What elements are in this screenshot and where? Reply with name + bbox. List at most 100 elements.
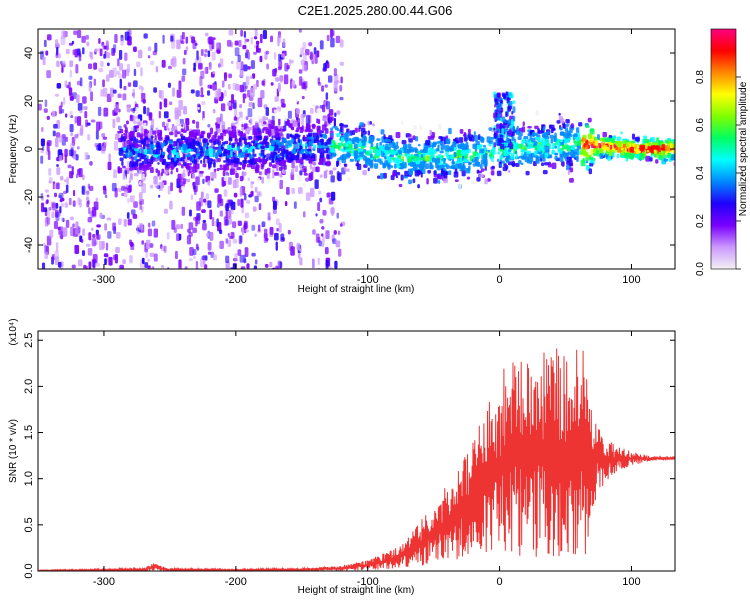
heatmap-cell [563,134,568,138]
heatmap-cell [319,40,324,50]
heatmap-cell [241,163,246,168]
heatmap-cell [608,155,612,160]
heatmap-cell [217,128,221,134]
heatmap-cell [420,153,424,158]
heatmap-cell [333,117,337,127]
heatmap-cell [180,146,184,153]
heatmap-cell [177,162,182,166]
heatmap-cell [182,68,187,76]
heatmap-cell [106,217,112,221]
heatmap-cell [445,171,449,176]
heatmap-cell [99,121,103,130]
heatmap-cell [280,53,286,58]
x-tick-label: 100 [622,576,640,588]
heatmap-cell [209,127,214,135]
heatmap-cell [498,110,502,114]
heatmap-cell [58,105,62,115]
heatmap-cell [202,163,207,168]
heatmap-cell [249,87,255,98]
heatmap-cell [268,144,274,152]
heatmap-cell [288,241,293,251]
heatmap-cell [160,246,166,251]
heatmap-cell [207,50,211,58]
heatmap-cell [454,179,459,183]
heatmap-cell [165,123,169,130]
heatmap-cell [330,29,333,39]
heatmap-cell [513,142,518,146]
heatmap-cell [106,62,110,67]
heatmap-cell [358,138,362,142]
heatmap-cell [333,74,339,84]
heatmap-cell [345,168,350,172]
heatmap-cell [208,151,214,158]
heatmap-cell [195,121,200,129]
heatmap-cell [124,129,128,133]
heatmap-cell [170,35,174,42]
heatmap-cell [99,212,103,219]
heatmap-cell [120,136,123,142]
heatmap-cell [165,161,168,168]
heatmap-cell [46,115,50,121]
heatmap-cell [488,127,493,131]
heatmap-cell [57,53,61,59]
heatmap-cell [562,164,565,168]
heatmap-cell [157,162,160,165]
heatmap-cell [147,55,151,59]
colorbar-tick-label: 0.6 [695,118,706,132]
heatmap-cell [271,135,274,139]
heatmap-cell [227,232,230,237]
heatmap-cell [322,118,328,121]
heatmap-cell [56,82,62,89]
heatmap-cell [147,265,151,269]
heatmap-cell [528,146,532,149]
heatmap-cell [163,111,169,119]
heatmap-cell [192,227,197,233]
heatmap-cell [147,46,152,52]
heatmap-cell [265,107,269,116]
heatmap-cell [150,167,154,174]
heatmap-cell [566,146,571,152]
heatmap-cell [125,155,130,159]
heatmap-cell [214,131,218,136]
heatmap-cell [505,91,508,96]
heatmap-cell [77,29,82,39]
heatmap-cell [236,114,240,118]
heatmap-cell [202,219,207,223]
heatmap-cell [559,118,565,124]
heatmap-cell [284,115,288,122]
heatmap-cell [248,101,253,108]
heatmap-cell [181,185,185,191]
heatmap-cell [71,40,75,45]
heatmap-cell [85,34,89,40]
heatmap-cell [280,76,283,84]
heatmap-cell [534,150,538,156]
heatmap-cell [531,137,536,143]
heatmap-cell [220,103,226,112]
heatmap-cell [228,136,233,142]
heatmap-cell [195,176,200,186]
heatmap-cell [245,49,250,53]
heatmap-cell [382,172,387,179]
heatmap-cell [514,151,518,154]
heatmap-cell [250,60,255,70]
heatmap-cell [575,156,578,159]
heatmap-cell [117,58,120,67]
heatmap-cell [321,85,324,92]
heatmap-cell [430,148,435,153]
heatmap-cell [458,163,462,169]
heatmap-cell [241,137,247,141]
heatmap-cell [297,138,301,144]
heatmap-cell [185,36,189,44]
heatmap-cell [287,110,292,119]
heatmap-cell [313,47,317,55]
heatmap-cell [69,60,74,68]
heatmap-cell [274,131,279,138]
heatmap-cell [65,113,68,118]
heatmap-cell [445,163,448,168]
heatmap-cell [340,148,344,152]
heatmap-cell [171,219,176,230]
heatmap-cell [240,151,245,158]
heatmap-cell [535,157,540,164]
heatmap-cell [181,75,186,82]
